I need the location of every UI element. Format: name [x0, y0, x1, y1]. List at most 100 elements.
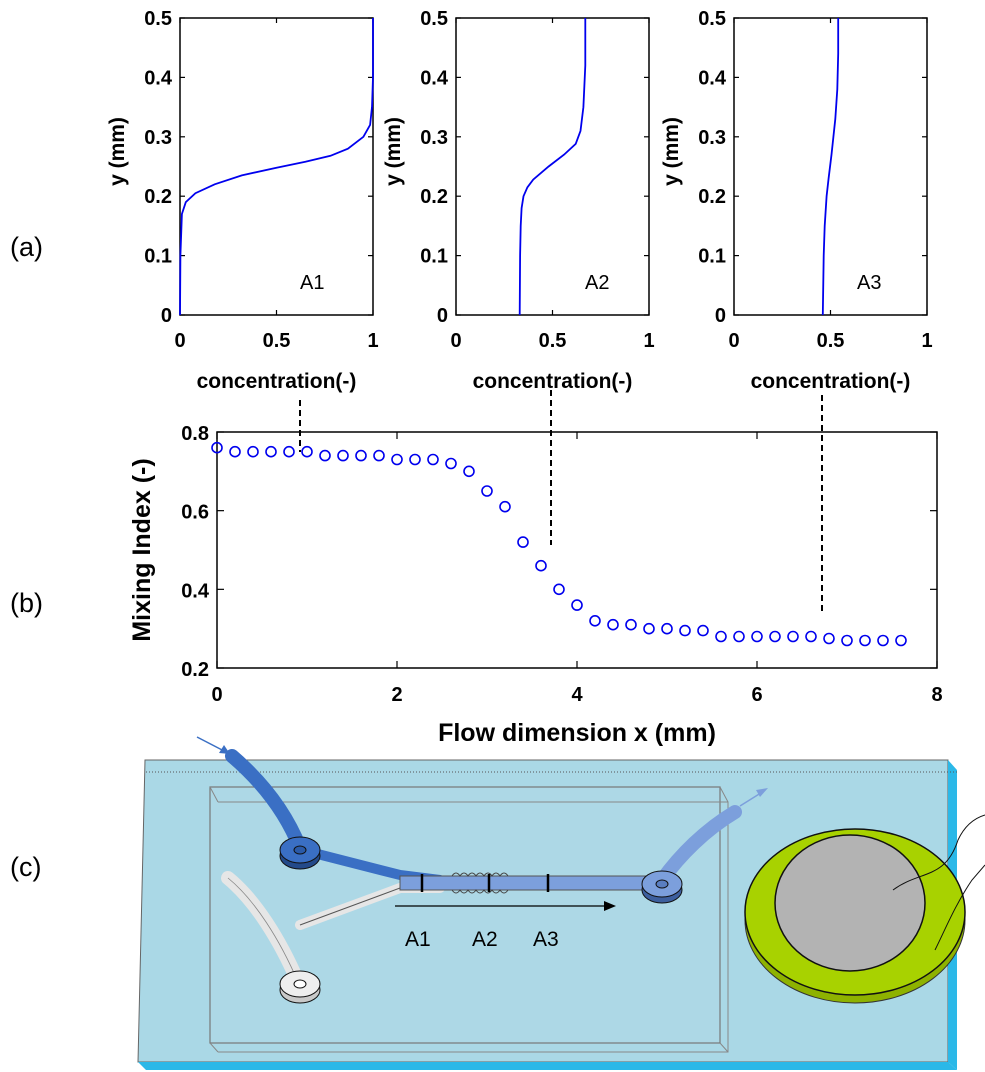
- mixing-index-point: [391, 453, 403, 466]
- chip-block-edge1: [209, 786, 219, 803]
- mixing-index-point: [751, 630, 763, 643]
- inlet-tube-blue: [225, 749, 307, 855]
- a1-xtick-label: 1: [367, 330, 378, 352]
- b-xtick-label: 4: [571, 684, 583, 706]
- a3-y-axis-label: y (mm): [660, 117, 683, 186]
- panel-label-b: (b): [10, 588, 43, 618]
- a3-xtick-label: 0: [728, 330, 739, 352]
- b-ytick-label: 0.6: [181, 502, 209, 524]
- a1-ytick-label: 0.1: [144, 246, 172, 268]
- inlet-port-gray-hole: [293, 979, 307, 989]
- b-xtick-label: 2: [391, 684, 402, 706]
- mixing-index-point: [589, 614, 601, 627]
- a3-ytick-label: 0.1: [698, 246, 726, 268]
- a3-concentration-line: [821, 18, 840, 316]
- mixing-index-point: [319, 449, 331, 462]
- inlet-tube-gray-outline: [227, 877, 299, 983]
- outlet-arrow-head: [756, 788, 768, 797]
- mixing-index-point: [697, 624, 709, 637]
- a2-ytick-label: 0.2: [420, 186, 448, 208]
- mixing-index-point: [841, 634, 853, 647]
- a2-y-axis-label: y (mm): [382, 117, 405, 186]
- chip-block-edge3: [719, 1042, 729, 1053]
- a2-plot-frame: [455, 17, 650, 316]
- a3-ytick-label: 0.2: [698, 186, 726, 208]
- concentration-plot-a3: 0 0.1 0.2 0.3 0.4 0.5 0 0.5 1 A3 concentration(-) y…: [660, 8, 933, 393]
- mixing-index-point: [607, 618, 619, 631]
- a3-ytick-label: 0.3: [698, 127, 726, 149]
- concentration-plot-a2: 0 0.1 0.2 0.3 0.4 0.5 0 0.5 1 A2 concentration(-) y…: [382, 8, 655, 393]
- b-ytick-label: 0.4: [181, 580, 210, 602]
- a3-ytick-label: 0: [715, 305, 726, 327]
- flow-arrow-head: [604, 901, 616, 911]
- a3-inset-label: A3: [857, 272, 881, 294]
- mixing-index-point: [787, 630, 799, 643]
- schematic-label-a2: A2: [472, 928, 498, 951]
- mixing-index-point: [571, 599, 583, 611]
- chip-block-edge4: [209, 1042, 219, 1053]
- piezo-wire-2: [934, 864, 985, 951]
- mixing-channel: [399, 875, 666, 891]
- mixing-corrugations: [451, 872, 509, 894]
- mixing-index-point: [229, 445, 241, 458]
- piezo-wire-1: [892, 814, 985, 891]
- schematic-label-a3: A3: [533, 928, 559, 951]
- concentration-plot-a1: 0 0.1 0.2 0.3 0.4 0.5 0 0.5 1 A1 concentration(-) y…: [106, 8, 379, 393]
- mixing-index-point: [265, 445, 277, 458]
- inlet-arrow-blue: [196, 736, 227, 753]
- mixing-index-point: [805, 630, 817, 643]
- a1-plot-frame: [179, 17, 374, 316]
- outlet-port-hole: [655, 879, 669, 889]
- a1-xtick-label: 0: [174, 330, 185, 352]
- mixing-index-point: [769, 630, 781, 643]
- a2-x-axis-label: concentration(-): [473, 370, 633, 393]
- a1-ytick-label: 0.2: [144, 186, 172, 208]
- mixing-index-point: [535, 559, 547, 572]
- a1-ytick-label: 0: [161, 305, 172, 327]
- panel-label-a: (a): [10, 232, 43, 262]
- b-xtick-label: 6: [751, 684, 762, 706]
- base-plate-front: [138, 1062, 957, 1070]
- inlet-arrow-blue-head: [219, 745, 230, 754]
- mixing-index-point: [247, 445, 259, 458]
- mixing-index-point: [553, 583, 565, 596]
- chip-block-edge2: [719, 786, 729, 803]
- a3-ytick-label: 0.5: [698, 8, 726, 30]
- a2-ytick-label: 0: [437, 305, 448, 327]
- mixing-index-point: [517, 536, 529, 548]
- a2-xtick-label: 1: [643, 330, 654, 352]
- a2-ytick-label: 0.4: [420, 67, 449, 89]
- a2-xtick-label: 0: [450, 330, 461, 352]
- a2-ytick-label: 0.1: [420, 246, 448, 268]
- a1-xtick-label: 0.5: [263, 330, 291, 352]
- a2-ytick-label: 0.3: [420, 127, 448, 149]
- schematic-label-a1: A1: [405, 928, 431, 951]
- a2-xtick-label: 0.5: [539, 330, 567, 352]
- b-xtick-label: 0: [211, 684, 222, 706]
- mixing-index-point: [427, 453, 439, 466]
- b-xtick-label: 8: [931, 684, 942, 706]
- mixing-index-point: [355, 449, 367, 462]
- a3-x-axis-label: concentration(-): [751, 370, 911, 393]
- a1-concentration-line: [179, 18, 374, 316]
- b-plot-frame: [216, 431, 938, 669]
- mixing-index-point: [211, 441, 223, 454]
- mixing-index-point: [625, 618, 637, 631]
- b-y-axis-label: Mixing Index (-): [128, 458, 156, 641]
- b-ytick-label: 0.8: [181, 423, 209, 445]
- a1-y-axis-label: y (mm): [106, 117, 129, 186]
- mixing-index-point: [463, 465, 475, 478]
- a3-ytick-label: 0.4: [698, 67, 727, 89]
- mixing-index-point: [499, 500, 511, 513]
- a1-ytick-label: 0.4: [144, 67, 173, 89]
- a1-inset-label: A1: [300, 272, 324, 294]
- mixing-index-point: [661, 622, 673, 635]
- a1-ytick-label: 0.5: [144, 8, 172, 30]
- mixing-index-point: [733, 630, 745, 643]
- a2-concentration-line: [518, 18, 587, 316]
- mixing-index-point: [445, 457, 457, 470]
- mixing-index-point: [301, 445, 313, 458]
- mixing-index-point: [715, 630, 727, 643]
- b-ytick-label: 0.2: [181, 659, 209, 681]
